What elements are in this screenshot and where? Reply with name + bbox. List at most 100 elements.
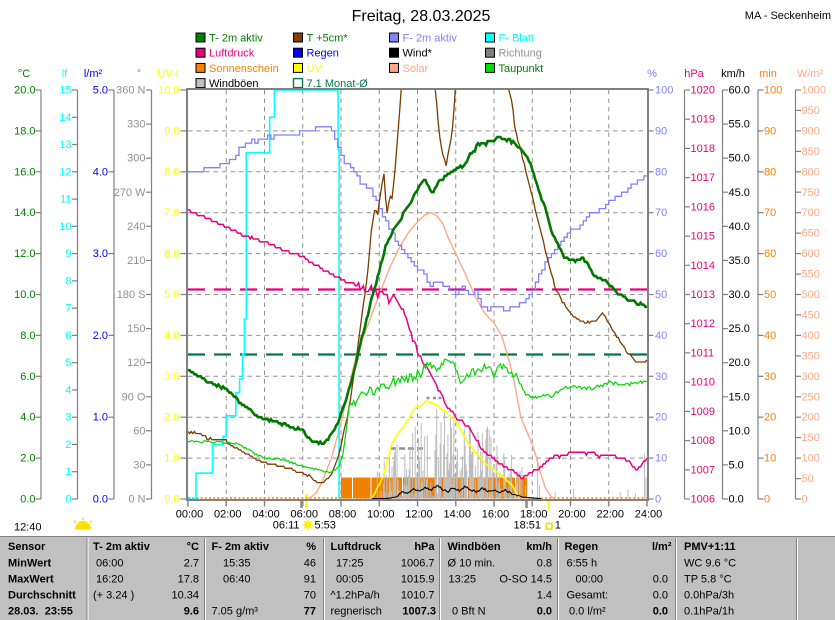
svg-text:hPa: hPa: [684, 68, 704, 80]
svg-text:12:00: 12:00: [405, 509, 433, 521]
svg-text:02:00: 02:00: [214, 509, 242, 521]
svg-text:16:20: 16:20: [96, 574, 124, 586]
svg-text:MinWert: MinWert: [8, 558, 52, 570]
svg-text:60: 60: [133, 425, 145, 437]
svg-text:MaxWert: MaxWert: [8, 574, 54, 586]
svg-text:8: 8: [65, 275, 71, 287]
svg-text:0.0: 0.0: [20, 494, 35, 506]
svg-text:TP 5.8 °C: TP 5.8 °C: [684, 574, 732, 586]
svg-text:7.05 g/m³: 7.05 g/m³: [212, 606, 259, 618]
svg-text:20:00: 20:00: [558, 509, 586, 521]
svg-text:1019: 1019: [691, 114, 715, 126]
svg-text:240: 240: [127, 221, 145, 233]
svg-text:100: 100: [655, 85, 673, 97]
svg-text:11: 11: [60, 194, 71, 206]
svg-text:55.0: 55.0: [729, 119, 750, 131]
svg-text:18.0: 18.0: [14, 125, 35, 137]
svg-text:14.0: 14.0: [14, 207, 35, 219]
svg-text:1007: 1007: [691, 464, 715, 476]
svg-text:12: 12: [59, 166, 71, 178]
svg-text:17:25: 17:25: [336, 558, 364, 570]
svg-text:Sensor: Sensor: [8, 541, 46, 553]
svg-text:20: 20: [655, 412, 667, 424]
svg-text:20.0: 20.0: [14, 85, 35, 97]
svg-text:50: 50: [655, 289, 667, 301]
svg-text:60: 60: [655, 248, 667, 260]
svg-text:0.0: 0.0: [653, 574, 668, 586]
svg-text:l/m²: l/m²: [84, 68, 103, 80]
svg-text:O-SO 14.5: O-SO 14.5: [499, 574, 552, 586]
svg-text:Regen: Regen: [307, 48, 339, 60]
svg-text:1015.9: 1015.9: [401, 574, 435, 586]
svg-text:0: 0: [764, 494, 770, 506]
svg-text:150: 150: [127, 323, 145, 335]
svg-text:Ø 10 min.: Ø 10 min.: [448, 558, 496, 570]
svg-text:5.0: 5.0: [93, 85, 108, 97]
svg-text:4.0: 4.0: [20, 412, 35, 424]
svg-text:450: 450: [802, 309, 820, 321]
svg-text:14:00: 14:00: [443, 509, 471, 521]
svg-text:06:00: 06:00: [96, 558, 124, 570]
svg-text:Wind*: Wind*: [403, 48, 433, 60]
svg-text:1015: 1015: [691, 231, 715, 243]
svg-text:Luftdruck: Luftdruck: [209, 48, 255, 60]
svg-text:0.0: 0.0: [653, 606, 668, 618]
svg-text:1: 1: [65, 466, 71, 478]
svg-text:46: 46: [304, 558, 316, 570]
svg-text:15.0: 15.0: [729, 391, 750, 403]
svg-text:40.0: 40.0: [729, 221, 750, 233]
svg-text:10.34: 10.34: [171, 590, 199, 602]
svg-text:70: 70: [655, 207, 667, 219]
svg-text:60: 60: [764, 248, 776, 260]
svg-text:20: 20: [764, 412, 776, 424]
svg-text:Taupunkt: Taupunkt: [499, 63, 544, 75]
svg-text:600: 600: [802, 248, 820, 260]
svg-text:10:00: 10:00: [367, 509, 395, 521]
svg-text:850: 850: [802, 146, 820, 158]
svg-text:950: 950: [802, 105, 820, 117]
svg-text:18:00: 18:00: [520, 509, 548, 521]
svg-text:Durchschnitt: Durchschnitt: [8, 590, 76, 602]
svg-text:14: 14: [59, 112, 71, 124]
svg-text:80: 80: [764, 166, 776, 178]
svg-text:5.0: 5.0: [164, 289, 179, 301]
svg-text:Luftdruck: Luftdruck: [331, 541, 383, 553]
svg-text:70: 70: [764, 207, 776, 219]
svg-text:F- Blatt: F- Blatt: [499, 33, 534, 45]
svg-text:13: 13: [59, 139, 71, 151]
svg-text:5.0: 5.0: [729, 459, 744, 471]
svg-text:77: 77: [304, 606, 316, 618]
svg-text:min: min: [759, 68, 777, 80]
svg-text:T +5cm*: T +5cm*: [307, 33, 349, 45]
svg-text:8.0: 8.0: [20, 330, 35, 342]
svg-text:1014: 1014: [691, 260, 715, 272]
svg-text:90: 90: [655, 125, 667, 137]
svg-text:0: 0: [802, 494, 808, 506]
svg-text:0: 0: [655, 494, 661, 506]
svg-text:Sonnenschein: Sonnenschein: [209, 63, 279, 75]
svg-text:30: 30: [655, 371, 667, 383]
svg-text:6.0: 6.0: [164, 248, 179, 260]
svg-text:9.0: 9.0: [164, 125, 179, 137]
svg-text:0.0: 0.0: [729, 494, 744, 506]
svg-text:50: 50: [802, 473, 814, 485]
svg-text:9.6: 9.6: [184, 606, 199, 618]
svg-text:120: 120: [127, 357, 145, 369]
svg-text:6: 6: [65, 330, 71, 342]
svg-text:(+ 3.24 ): (+ 3.24 ): [93, 590, 134, 602]
svg-text:10.0: 10.0: [729, 425, 750, 437]
svg-text:0.0: 0.0: [164, 494, 179, 506]
svg-text:10.0: 10.0: [14, 289, 35, 301]
svg-text:%: %: [647, 68, 657, 80]
svg-text:hPa: hPa: [414, 541, 435, 553]
svg-text:5: 5: [65, 357, 71, 369]
svg-text:15:35: 15:35: [223, 558, 251, 570]
svg-text:210: 210: [127, 255, 145, 267]
svg-text:08:00: 08:00: [329, 509, 357, 521]
svg-text:300: 300: [802, 371, 820, 383]
svg-text:Regen: Regen: [565, 541, 599, 553]
svg-text:2.0: 2.0: [164, 412, 179, 424]
svg-text:750: 750: [802, 187, 820, 199]
svg-text:1.4: 1.4: [537, 590, 552, 602]
svg-text:1.0: 1.0: [164, 453, 179, 465]
